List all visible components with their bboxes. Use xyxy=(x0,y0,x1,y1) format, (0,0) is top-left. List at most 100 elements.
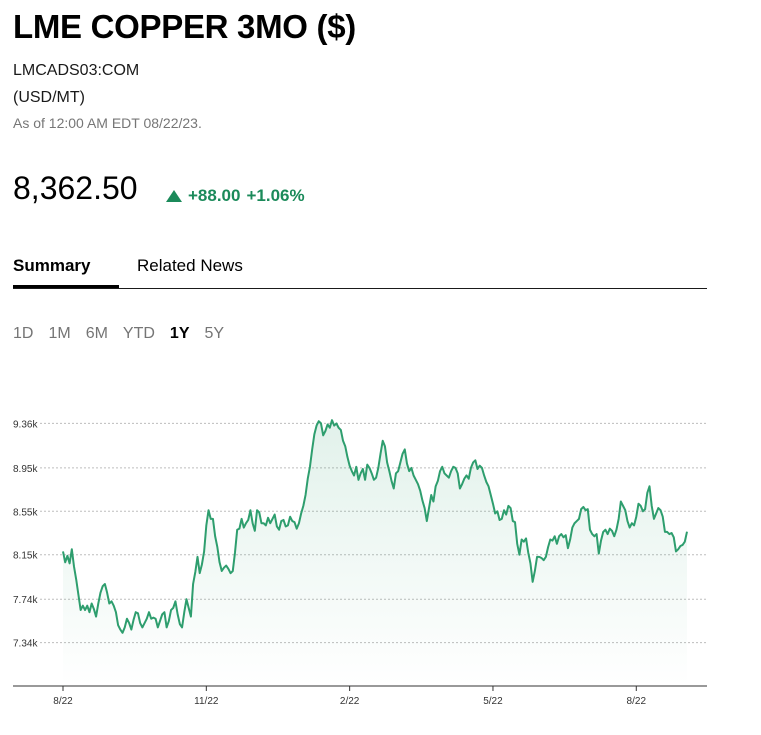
data-point xyxy=(188,607,189,608)
data-point xyxy=(274,514,275,515)
data-point xyxy=(567,548,568,549)
change-value: +88.00 xyxy=(188,186,241,205)
tab-related-news[interactable]: Related News xyxy=(137,256,243,275)
data-point xyxy=(550,539,551,540)
y-tick-label: 8.95k xyxy=(13,464,38,475)
x-tick-label: 5/22 xyxy=(483,696,503,707)
data-point xyxy=(581,509,582,510)
range-6m[interactable]: 6M xyxy=(85,325,108,342)
data-point xyxy=(415,479,416,480)
data-point xyxy=(170,609,171,610)
data-point xyxy=(353,475,354,476)
data-point xyxy=(563,537,564,538)
x-tick-label: 11/22 xyxy=(194,696,219,707)
data-point xyxy=(179,624,180,625)
data-point xyxy=(223,567,224,568)
data-point xyxy=(356,466,357,467)
range-1y[interactable]: 1Y xyxy=(169,325,190,342)
data-point xyxy=(234,552,235,553)
tab-summary[interactable]: Summary xyxy=(13,256,119,288)
data-point xyxy=(649,486,650,487)
data-point xyxy=(371,473,372,474)
range-ytd[interactable]: YTD xyxy=(122,325,155,342)
range-1m[interactable]: 1M xyxy=(48,325,71,342)
data-point xyxy=(89,612,90,613)
data-point xyxy=(640,505,641,506)
data-point xyxy=(417,484,418,485)
data-point xyxy=(318,421,319,422)
data-point xyxy=(276,526,277,527)
data-point xyxy=(384,446,385,447)
data-point xyxy=(107,592,108,593)
data-point xyxy=(589,529,590,530)
data-point xyxy=(309,466,310,467)
data-point xyxy=(261,523,262,524)
data-point xyxy=(574,523,575,524)
data-point xyxy=(303,505,304,506)
range-selector: 1D 1M 6M YTD 1Y 5Y xyxy=(13,325,239,343)
price-series-line xyxy=(62,419,688,634)
data-point xyxy=(446,475,447,476)
data-point xyxy=(175,601,176,602)
data-point xyxy=(686,531,687,532)
data-point xyxy=(347,456,348,457)
data-point xyxy=(444,473,445,474)
data-point xyxy=(259,512,260,513)
data-point xyxy=(519,554,520,555)
data-point xyxy=(530,563,531,564)
data-point xyxy=(651,505,652,506)
data-point xyxy=(168,620,169,621)
data-point xyxy=(678,549,679,550)
data-point xyxy=(583,506,584,507)
data-point xyxy=(448,477,449,478)
data-point xyxy=(611,530,612,531)
x-tick-label: 8/22 xyxy=(53,696,73,707)
data-point xyxy=(499,519,500,520)
ticker-symbol: LMCADS03:COM xyxy=(13,62,140,79)
range-5y[interactable]: 5Y xyxy=(204,325,225,342)
data-point xyxy=(521,539,522,540)
data-point xyxy=(389,471,390,472)
data-point xyxy=(409,471,410,472)
data-point xyxy=(199,573,200,574)
data-point xyxy=(206,525,207,526)
data-point xyxy=(195,571,196,572)
data-point xyxy=(506,514,507,515)
data-point xyxy=(159,620,160,621)
data-point xyxy=(501,518,502,519)
data-point xyxy=(594,536,595,537)
data-point xyxy=(367,464,368,465)
data-point xyxy=(109,603,110,604)
data-point xyxy=(636,516,637,517)
data-point xyxy=(237,529,238,530)
data-point xyxy=(122,632,123,633)
data-point xyxy=(554,536,555,537)
data-point xyxy=(192,583,193,584)
data-point xyxy=(473,462,474,463)
data-point xyxy=(373,479,374,480)
data-point xyxy=(153,617,154,618)
data-point xyxy=(204,551,205,552)
y-tick-label: 7.74k xyxy=(13,595,38,606)
range-1d[interactable]: 1D xyxy=(13,325,34,342)
data-point xyxy=(437,480,438,481)
data-point xyxy=(486,481,487,482)
data-point xyxy=(190,616,191,617)
data-point xyxy=(314,434,315,435)
data-point xyxy=(250,510,251,511)
data-point xyxy=(514,522,515,523)
data-point xyxy=(391,480,392,481)
data-point xyxy=(675,551,676,552)
data-point xyxy=(325,430,326,431)
price-area-fill xyxy=(63,420,687,686)
data-point xyxy=(201,564,202,565)
data-point xyxy=(607,533,608,534)
data-point xyxy=(413,475,414,476)
data-point xyxy=(285,526,286,527)
data-point xyxy=(362,468,363,469)
data-point xyxy=(618,518,619,519)
data-point xyxy=(376,477,377,478)
data-point xyxy=(662,516,663,517)
data-point xyxy=(490,494,491,495)
